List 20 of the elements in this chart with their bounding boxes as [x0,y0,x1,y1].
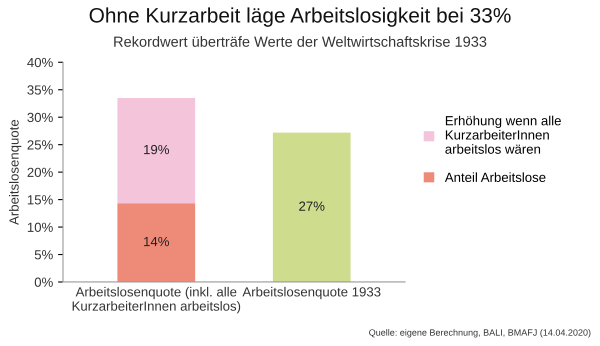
source-note: Quelle: eigene Berechnung, BALI, BMAFJ (14.04.2020) [369,329,590,338]
y-tick-label: 20% [28,168,53,178]
x-tick-label: Arbeitslosenquote (inkl. alle KurzarbeiterInnen arbeitslos) [72,286,240,314]
y-tick-label: 30% [27,112,53,122]
y-tick-label: 25% [28,140,53,150]
data-label: 19% [144,144,170,154]
chart-subtitle: Rekordwert überträfe Werte der Weltwirtschaftskrise 1933 [114,36,486,47]
data-label: 27% [299,201,324,211]
y-tick-label: 5% [34,250,53,260]
y-tick-label: 0% [34,278,53,287]
chart-title: Ohne Kurzarbeit läge Arbeitslosigkeit bei 33% [90,7,511,27]
y-axis-title: Arbeitslosenquote [9,120,22,225]
legend-label: Erhöhung wenn alle KurzarbeiterInnen arbeitslos wären [445,116,561,154]
y-tick-label: 10% [28,222,53,232]
x-tick-label: Arbeitslosenquote 1933 [242,286,380,300]
y-tick-label: 40% [27,58,53,68]
legend-label: Anteil Arbeitslose [444,172,546,182]
y-tick-label: 15% [28,195,53,205]
y-tick-label: 35% [27,85,53,95]
data-label: 14% [144,236,170,246]
